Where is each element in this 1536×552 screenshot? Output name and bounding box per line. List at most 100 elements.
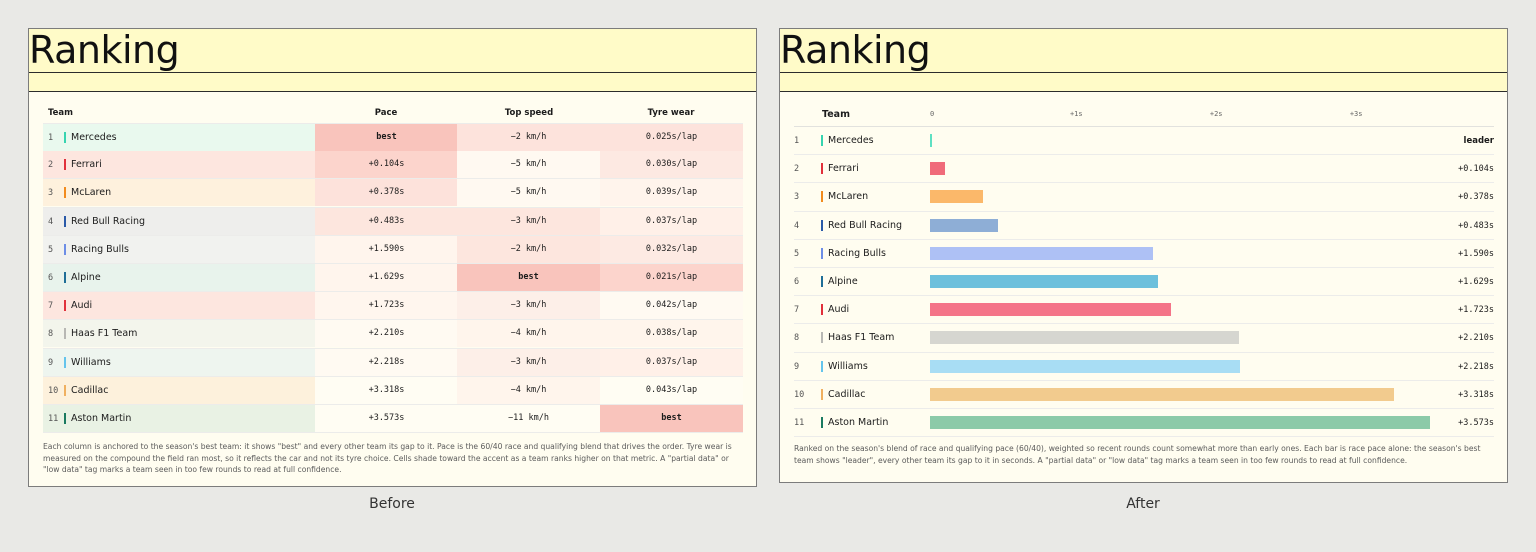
ranking-row: 1 Mercedes leader (794, 127, 1494, 156)
gap-bar (930, 359, 1241, 373)
rank-number: 2 (48, 160, 54, 171)
ranking-row: 6 Alpine +1.629s (794, 268, 1494, 297)
top-speed-cell: −2 km/h (457, 124, 600, 151)
top-speed-cell: −4 km/h (457, 320, 600, 348)
table-row: 7 Audi +1.723s −3 km/h 0.042s/lap (43, 292, 743, 321)
ranking-chart: Team 0 +1s +2s +3s 1 Mercedes leader 2 Ferra… (794, 106, 1494, 438)
after-panel: Ranking Team 0 +1s +2s +3s 1 Mercedes lead… (779, 28, 1508, 483)
table-row: 5 Racing Bulls +1.590s −2 km/h 0.032s/lap (43, 235, 743, 264)
rank-number: 8 (48, 329, 54, 340)
top-speed-cell: −3 km/h (457, 292, 600, 320)
pace-cell: +0.378s (315, 179, 458, 207)
tyre-wear-cell: 0.030s/lap (600, 151, 743, 179)
top-speed-cell: best (457, 263, 600, 291)
rank-number: 10 (794, 389, 805, 400)
before-panel: Ranking Team Pace Top speed Tyre wear 1 M… (28, 28, 757, 487)
pace-cell: +1.629s (315, 263, 458, 291)
top-speed-cell: −11 km/h (457, 404, 600, 432)
team-name: Audi (828, 304, 850, 316)
gap-label: +1.629s (1458, 276, 1494, 287)
rank-number: 6 (48, 272, 54, 283)
tick-label: 0 (930, 110, 935, 118)
after-header: Ranking (780, 29, 1507, 92)
team-cell: 3 McLaren (43, 179, 315, 207)
before-caption: Before (369, 496, 415, 512)
rank-number: 3 (48, 188, 54, 199)
header-divider (29, 72, 756, 73)
team-name: Williams (828, 360, 868, 372)
gap-label: +0.483s (1458, 220, 1494, 231)
tyre-wear-cell: 0.037s/lap (600, 348, 743, 376)
team-name: Red Bull Racing (71, 215, 146, 227)
col-tyre-wear: Tyre wear (647, 108, 695, 118)
team-color-marker (821, 332, 823, 344)
team-color-marker (64, 271, 66, 283)
team-name: Audi (71, 300, 93, 312)
rank-number: 1 (48, 133, 54, 143)
team-cell: 4 Red Bull Racing (43, 207, 315, 235)
before-note: Each column is anchored to the season's … (43, 442, 732, 474)
team-color-marker (821, 219, 823, 231)
team-name: McLaren (71, 187, 112, 199)
tyre-wear-cell: 0.038s/lap (600, 320, 743, 348)
col-team: Team (48, 108, 74, 118)
rank-number: 4 (48, 216, 54, 227)
team-color-marker (821, 416, 823, 428)
col-top-speed: Top speed (504, 108, 554, 118)
team-color-marker (64, 159, 66, 171)
top-speed-cell: −3 km/h (457, 207, 600, 235)
team-color-marker (64, 215, 66, 227)
rank-number: 4 (794, 220, 800, 231)
table-row: 10 Cadillac +3.318s −4 km/h 0.043s/lap (43, 376, 743, 405)
team-color-marker (64, 356, 66, 368)
team-color-marker (821, 247, 823, 259)
rank-number: 9 (794, 361, 800, 372)
table-row: 2 Ferrari +0.104s −5 km/h 0.030s/lap (43, 151, 743, 180)
team-color-marker (64, 384, 66, 396)
gap-bar (930, 162, 945, 176)
gap-bar (930, 331, 1240, 345)
top-speed-cell: −5 km/h (457, 179, 600, 207)
gap-bar (930, 387, 1395, 401)
team-name: Alpine (71, 271, 101, 283)
team-cell: 7 Audi (43, 292, 315, 320)
team-color-marker (64, 132, 66, 143)
ranking-row: 3 McLaren +0.378s (794, 183, 1494, 212)
team-cell: 9 Williams (43, 348, 315, 376)
team-cell: 11 Aston Martin (43, 404, 315, 432)
gap-label: +2.210s (1458, 333, 1494, 344)
ranking-row: 2 Ferrari +0.104s (794, 155, 1494, 184)
tyre-wear-cell: 0.043s/lap (600, 376, 743, 404)
gap-label: +2.218s (1458, 361, 1494, 372)
tyre-wear-cell: 0.032s/lap (600, 235, 743, 263)
chart-body: 1 Mercedes leader 2 Ferrari +0.104s 3 McLaren +0… (794, 126, 1494, 438)
pace-cell: +1.590s (315, 235, 458, 263)
team-color-marker (821, 191, 823, 203)
pace-cell: best (315, 124, 458, 151)
rank-number: 7 (794, 305, 800, 316)
rank-number: 11 (794, 417, 805, 428)
tyre-wear-cell: 0.042s/lap (600, 292, 743, 320)
top-speed-cell: −3 km/h (457, 348, 600, 376)
team-color-marker (821, 275, 823, 287)
gap-bar (930, 190, 983, 204)
team-name: Racing Bulls (828, 247, 886, 259)
gap-bar (930, 134, 932, 147)
ranking-row: 4 Red Bull Racing +0.483s (794, 212, 1494, 240)
table-row: 1 Mercedes best −2 km/h 0.025s/lap (43, 123, 743, 152)
gap-bar (930, 415, 1430, 429)
team-color-marker (64, 300, 66, 312)
rank-number: 5 (48, 244, 54, 255)
gap-label: +3.318s (1458, 389, 1494, 400)
top-speed-cell: −5 km/h (457, 151, 600, 179)
after-title: Ranking (780, 28, 931, 72)
team-color-marker (821, 360, 823, 372)
before-table: Team Pace Top speed Tyre wear 1 Mercedes b… (43, 105, 743, 434)
team-cell: 6 Alpine (43, 263, 315, 291)
team-name: Aston Martin (828, 416, 889, 428)
gap-label: +1.590s (1458, 248, 1494, 259)
team-name: Ferrari (828, 163, 859, 175)
table-row: 11 Aston Martin +3.573s −11 km/h best (43, 404, 743, 434)
rank-number: 5 (794, 248, 800, 259)
rank-number: 2 (794, 164, 800, 175)
